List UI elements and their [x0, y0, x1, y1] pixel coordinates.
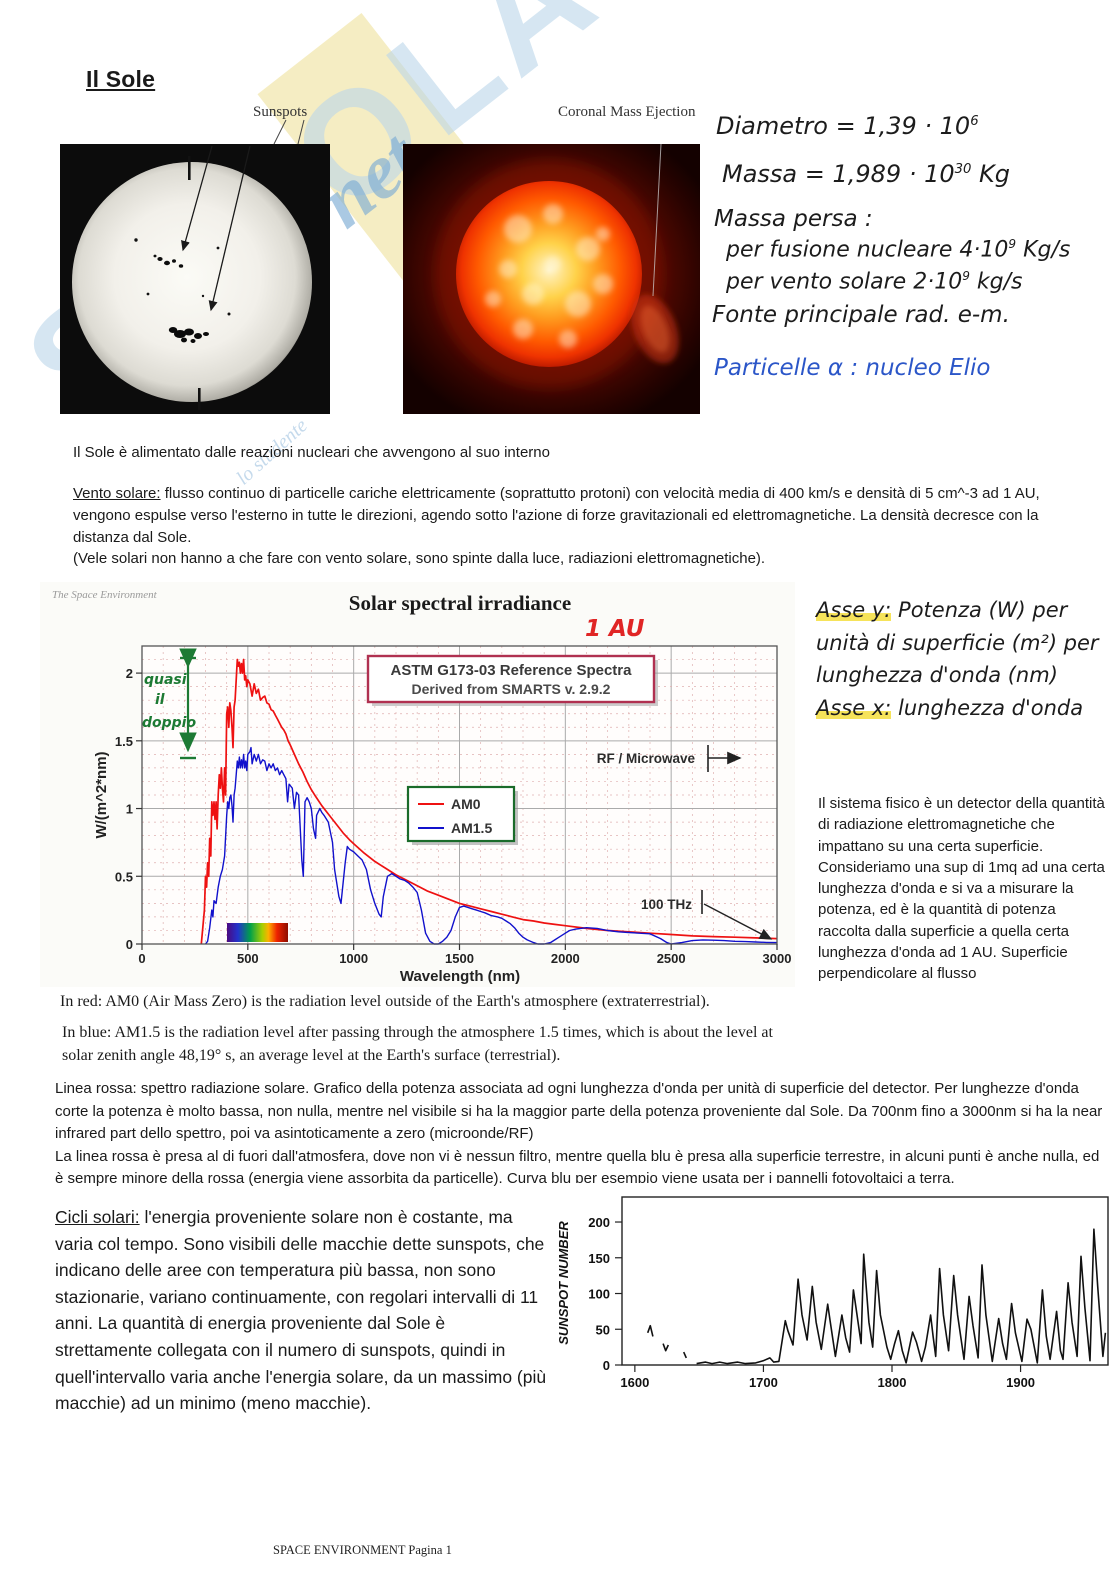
svg-text:1600: 1600: [620, 1375, 649, 1390]
svg-text:1900: 1900: [1006, 1375, 1035, 1390]
svg-text:2000: 2000: [551, 951, 580, 966]
cme-plume: [631, 294, 679, 364]
svg-text:0: 0: [138, 951, 145, 966]
page-footer: SPACE ENVIRONMENT Pagina 1: [273, 1543, 452, 1557]
svg-text:quasi: quasi: [144, 672, 187, 688]
x-axis-label: Wavelength (nm): [400, 968, 520, 985]
svg-text:1700: 1700: [749, 1375, 778, 1390]
svg-text:3000: 3000: [763, 951, 792, 966]
note-diametro: Diametro = 1,39 · 106: [716, 112, 979, 140]
svg-text:0: 0: [126, 937, 133, 952]
sunspot-photo: [60, 144, 330, 414]
svg-text:50: 50: [596, 1322, 610, 1337]
note-massa: Massa = 1,989 · 1030 Kg: [722, 160, 1011, 188]
note-fonte: Fonte principale rad. e-m.: [712, 302, 1010, 328]
svg-text:150: 150: [588, 1251, 610, 1266]
sunspot-cluster-big: [168, 327, 209, 343]
svg-text:2: 2: [126, 666, 133, 681]
asse-x-label: Asse x:: [816, 695, 892, 720]
asse-y-label: Asse y:: [816, 598, 892, 622]
svg-text:1000: 1000: [339, 951, 368, 966]
linea-rossa-paragraph: Linea rossa: spettro radiazione solare. …: [55, 1080, 1103, 1187]
caption-in-blue: In blue: AM1.5 is the radiation level af…: [62, 1024, 773, 1065]
svg-text:doppio: doppio: [142, 715, 196, 731]
svg-text:100: 100: [588, 1287, 610, 1302]
svg-text:RF / Microwave: RF / Microwave: [597, 751, 696, 766]
sunspot-cluster-small: [153, 254, 184, 268]
note-fusione: per fusione nucleare 4·109 Kg/s: [726, 237, 1071, 263]
cme-photo-label: Coronal Mass Ejection: [558, 104, 696, 120]
note-vento: per vento solare 2·109 kg/s: [726, 269, 1023, 295]
sunspot-y-axis-label: SUNSPOT NUMBER: [556, 1221, 571, 1345]
astm-reference-box: ASTM G173-03 Reference Spectra Derived f…: [366, 654, 658, 706]
rf-microwave-annotation: RF / Microwave: [597, 745, 742, 772]
sunspots-photo-label: Sunspots: [253, 104, 308, 120]
svg-text:200: 200: [588, 1215, 610, 1230]
legend-am15: AM1.5: [451, 820, 492, 836]
annotation-1au: 1 AU: [585, 616, 645, 642]
chart-title: Solar spectral irradiance: [349, 591, 571, 615]
100thz-annotation: 100 THz: [641, 890, 773, 940]
sun-texture: [485, 204, 613, 348]
svg-text:1500: 1500: [445, 951, 474, 966]
cicli-solari-paragraph: Cicli solari: l'energia proveniente sola…: [55, 1207, 547, 1414]
caption-in-red: In red: AM0 (Air Mass Zero) is the radia…: [60, 993, 710, 1010]
svg-text:1.5: 1.5: [115, 734, 133, 749]
detector-paragraph: Il sistema fisico è un detector della qu…: [818, 795, 1105, 983]
cme-photo: [403, 144, 700, 414]
solar-spectral-irradiance-chart: The Space Environment Solar spectral irr…: [40, 582, 795, 987]
vento-solare-paragraph: Vento solare: flusso continuo di partice…: [73, 485, 1040, 568]
chart-legend: AM0 AM1.5: [406, 785, 518, 845]
figure-source-note: The Space Environment: [52, 589, 158, 601]
cicli-solari-label: Cicli solari:: [55, 1207, 140, 1227]
svg-text:0: 0: [603, 1358, 610, 1373]
sunspots-label-connectors: [273, 119, 305, 145]
vento-solare-label: Vento solare:: [73, 485, 161, 502]
sunspot-number-chart: SUNSPOT NUMBER 1600 1700 1800 1900 0 50 100 150…: [552, 1183, 1116, 1398]
svg-text:1800: 1800: [878, 1375, 907, 1390]
legend-am0: AM0: [451, 796, 481, 812]
svg-text:0.5: 0.5: [115, 869, 133, 884]
note-particelle: Particelle α : nucleo Elio: [714, 355, 991, 381]
intro-paragraph: Il Sole è alimentato dalle reazioni nucl…: [73, 444, 550, 461]
svg-text:500: 500: [237, 951, 259, 966]
page-title: Il Sole: [86, 66, 156, 92]
vele-solari-note: (Vele solari non hanno a che fare con ve…: [73, 550, 766, 568]
svg-text:100 THz: 100 THz: [641, 897, 692, 912]
y-axis-label: W/(m^2*nm): [93, 751, 110, 838]
svg-text:il: il: [155, 692, 165, 708]
svg-text:Derived from SMARTS v. 2.9.2: Derived from SMARTS v. 2.9.2: [412, 681, 611, 697]
axis-notes-handwritten: Asse y: Potenza (W) per unità di superfi…: [816, 598, 1099, 720]
visible-spectrum-bar: [227, 923, 288, 942]
svg-text:2500: 2500: [657, 951, 686, 966]
note-massa-persa: Massa persa :: [714, 206, 873, 232]
quasi-il-doppio-annotation: quasi il doppio: [142, 648, 197, 760]
svg-text:ASTM G173-03 Reference Spectra: ASTM G173-03 Reference Spectra: [391, 662, 633, 679]
svg-text:1: 1: [126, 802, 133, 817]
